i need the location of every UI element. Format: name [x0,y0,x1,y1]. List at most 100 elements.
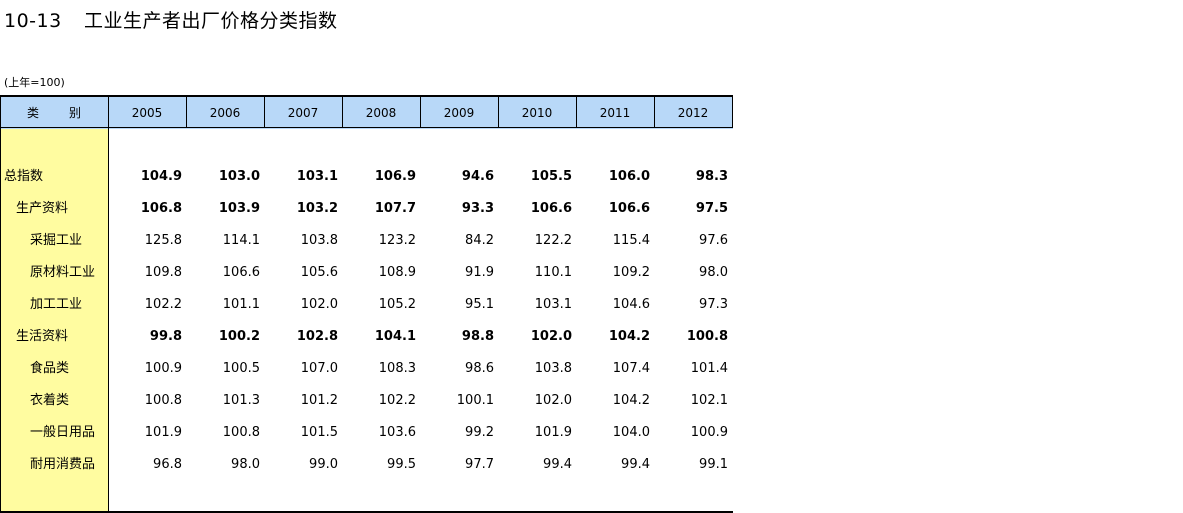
value-cell: 102.0 [534,393,572,408]
value-cell: 104.6 [612,297,650,312]
row-label: 食品类 [30,361,70,376]
value-cell: 109.8 [144,265,182,280]
value-cell: 99.8 [149,329,182,344]
column-divider [0,95,1,513]
value-cell: 100.8 [686,329,728,344]
header-background [0,95,733,129]
value-cell: 98.0 [699,265,728,280]
value-cell: 114.1 [222,233,260,248]
value-cell: 91.9 [465,265,494,280]
value-cell: 104.1 [374,329,416,344]
value-cell: 97.3 [699,297,728,312]
year-header-2008: 2008 [365,106,397,120]
column-divider [342,95,343,128]
stub-background [0,129,108,513]
value-cell: 106.9 [374,169,416,184]
value-cell: 97.7 [465,457,494,472]
table-row: 食品类 100.9 100.5 107.0 108.3 98.6 103.8 107.4 101… [0,353,733,385]
value-cell: 104.2 [608,329,650,344]
row-label: 采掘工业 [30,233,83,248]
value-cell: 103.8 [300,233,338,248]
value-cell: 100.8 [222,425,260,440]
value-cell: 95.1 [465,297,494,312]
value-cell: 108.9 [378,265,416,280]
column-divider [576,95,577,128]
table-row: 加工工业 102.2 101.1 102.0 105.2 95.1 103.1 104.6 97… [0,289,733,321]
value-cell: 102.2 [378,393,416,408]
value-cell: 94.6 [461,169,494,184]
row-label: 耐用消费品 [30,457,96,472]
row-label: 生产资料 [16,201,69,216]
table-number: 10-13 [4,10,62,32]
value-cell: 101.3 [222,393,260,408]
header-rule [0,127,733,128]
value-cell: 107.4 [612,361,650,376]
year-header-2006: 2006 [209,106,241,120]
value-cell: 103.1 [534,297,572,312]
value-cell: 102.8 [296,329,338,344]
value-cell: 84.2 [465,233,494,248]
value-cell: 123.2 [378,233,416,248]
column-divider [420,95,421,128]
value-cell: 104.9 [140,169,182,184]
value-cell: 106.6 [222,265,260,280]
year-header-2011: 2011 [599,106,631,120]
year-header-2012: 2012 [677,106,709,120]
value-cell: 103.0 [218,169,260,184]
year-header-2009: 2009 [443,106,475,120]
table-title: 工业生产者出厂价格分类指数 [84,10,338,32]
value-cell: 100.9 [144,361,182,376]
value-cell: 106.0 [608,169,650,184]
value-cell: 102.0 [530,329,572,344]
value-cell: 98.3 [695,169,728,184]
value-cell: 98.8 [461,329,494,344]
value-cell: 103.2 [296,201,338,216]
value-cell: 110.1 [534,265,572,280]
page-title: 10-13 工业生产者出厂价格分类指数 [4,6,338,33]
value-cell: 102.0 [300,297,338,312]
value-cell: 99.1 [699,457,728,472]
value-cell: 106.6 [608,201,650,216]
table-row: 采掘工业 125.8 114.1 103.8 123.2 84.2 122.2 115.4 97… [0,225,733,257]
value-cell: 103.8 [534,361,572,376]
value-cell: 100.2 [218,329,260,344]
value-cell: 103.6 [378,425,416,440]
value-cell: 101.9 [144,425,182,440]
value-cell: 97.5 [695,201,728,216]
value-cell: 99.2 [465,425,494,440]
year-header-2007: 2007 [287,106,319,120]
value-cell: 100.1 [456,393,494,408]
value-cell: 105.6 [300,265,338,280]
value-cell: 115.4 [612,233,650,248]
value-cell: 122.2 [534,233,572,248]
value-cell: 99.5 [387,457,416,472]
value-cell: 104.0 [612,425,650,440]
table-row: 一般日用品 101.9 100.8 101.5 103.6 99.2 101.9 104.0 1… [0,417,733,449]
value-cell: 101.5 [300,425,338,440]
row-label: 总指数 [4,169,44,184]
value-cell: 101.2 [300,393,338,408]
value-cell: 101.9 [534,425,572,440]
top-rule [0,95,733,97]
price-index-table: 类别 2005 2006 2007 2008 2009 2010 2011 2012 总指数 1… [0,95,733,513]
value-cell: 102.2 [144,297,182,312]
table-row: 生产资料 106.8 103.9 103.2 107.7 93.3 106.6 106.6 97… [0,193,733,225]
table-row: 耐用消费品 96.8 98.0 99.0 99.5 97.7 99.4 99.4 99.1 [0,449,733,481]
table-row: 生活资料 99.8 100.2 102.8 104.1 98.8 102.0 104.2 100… [0,321,733,353]
stub-header-right: 别 [69,106,82,120]
value-cell: 97.6 [699,233,728,248]
column-divider [654,95,655,128]
value-cell: 104.2 [612,393,650,408]
value-cell: 106.8 [140,201,182,216]
value-cell: 98.6 [465,361,494,376]
row-label: 衣着类 [30,393,70,408]
value-cell: 101.4 [690,361,728,376]
column-divider [264,95,265,128]
year-header-2010: 2010 [521,106,553,120]
value-cell: 106.6 [530,201,572,216]
value-cell: 108.3 [378,361,416,376]
value-cell: 107.0 [300,361,338,376]
bottom-rule [0,511,733,513]
stub-header: 类别 [0,95,108,128]
value-cell: 99.0 [309,457,338,472]
